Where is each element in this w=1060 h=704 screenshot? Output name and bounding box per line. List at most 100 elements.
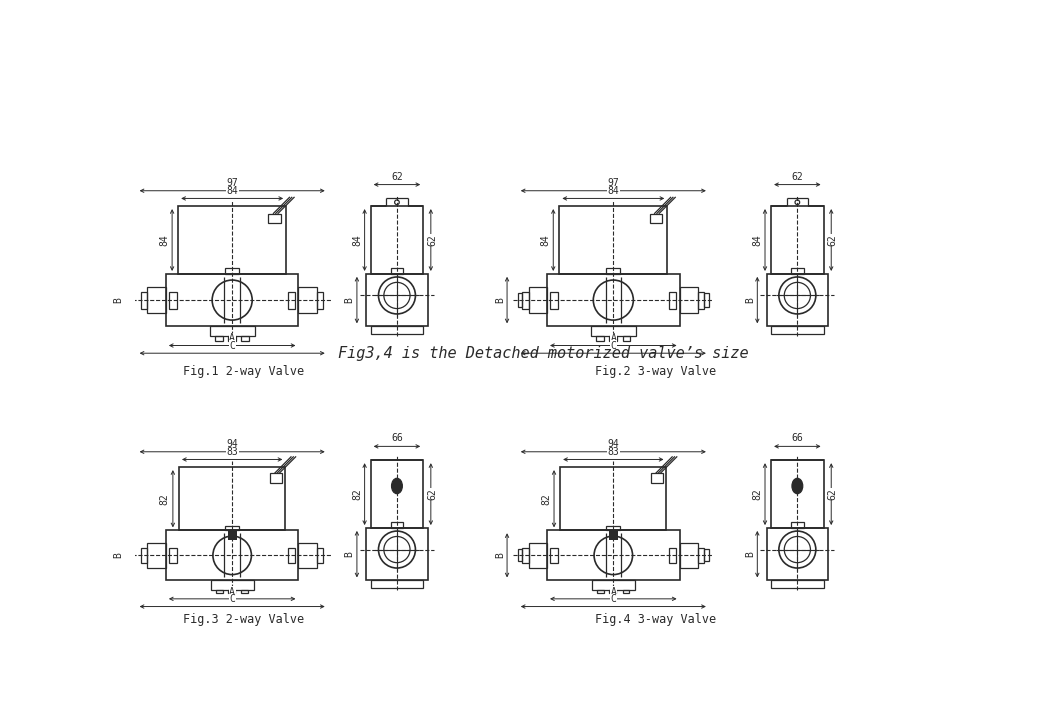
Bar [597, 337, 604, 341]
Bar [270, 473, 282, 482]
Bar [210, 326, 254, 337]
Ellipse shape [792, 478, 802, 494]
Bar [606, 268, 620, 274]
Bar [371, 326, 423, 334]
Text: A: A [229, 333, 235, 344]
Bar [225, 268, 240, 274]
Text: C: C [611, 594, 616, 604]
Text: 82: 82 [541, 493, 551, 505]
Bar [791, 268, 803, 274]
Text: 94: 94 [607, 439, 619, 448]
Text: 83: 83 [226, 447, 238, 457]
Bar [550, 548, 558, 563]
Bar [560, 206, 667, 274]
Bar [169, 548, 177, 563]
Text: A: A [229, 586, 235, 596]
Text: 82: 82 [352, 489, 363, 500]
Text: Fig.2 3-way Valve: Fig.2 3-way Valve [595, 365, 717, 378]
Bar [391, 522, 403, 528]
Text: 62: 62 [427, 234, 437, 246]
Bar [371, 206, 423, 274]
Bar [371, 460, 423, 528]
Bar [772, 206, 824, 274]
Bar [591, 580, 635, 590]
Bar [225, 526, 240, 530]
Text: 62: 62 [792, 172, 803, 182]
Bar [242, 590, 248, 593]
Bar [679, 543, 699, 567]
Text: C: C [229, 594, 235, 604]
Bar [772, 326, 824, 334]
Text: 84: 84 [226, 186, 238, 196]
Bar [597, 590, 604, 593]
Bar [651, 473, 664, 482]
Bar [147, 543, 166, 567]
Bar [147, 287, 166, 313]
Text: Fig3,4 is the Detached motorized valve’s size: Fig3,4 is the Detached motorized valve’s… [338, 346, 748, 360]
Text: Fig.1 2-way Valve: Fig.1 2-way Valve [183, 365, 304, 378]
Bar [141, 548, 147, 563]
Bar [610, 337, 617, 341]
Bar [529, 543, 547, 567]
Bar [679, 287, 699, 313]
Text: A: A [611, 333, 616, 344]
Text: B: B [495, 297, 505, 303]
Text: 94: 94 [226, 439, 238, 448]
Text: B: B [495, 553, 505, 558]
Bar [547, 530, 679, 580]
Bar [242, 337, 249, 341]
Bar [166, 530, 299, 580]
Bar [518, 293, 523, 307]
Text: 66: 66 [391, 433, 403, 444]
Bar [650, 214, 661, 223]
Bar [766, 274, 828, 326]
Text: 66: 66 [792, 433, 803, 444]
Text: B: B [113, 297, 124, 303]
Bar [215, 337, 223, 341]
Bar [669, 291, 676, 308]
Bar [610, 590, 617, 593]
Bar [547, 274, 679, 326]
Text: 97: 97 [607, 177, 619, 188]
Bar [299, 543, 317, 567]
Text: 62: 62 [828, 489, 837, 500]
Text: A: A [611, 586, 616, 596]
Text: 84: 84 [541, 234, 550, 246]
Bar [772, 460, 824, 528]
Text: 82: 82 [160, 493, 170, 505]
Text: 84: 84 [352, 234, 363, 246]
Bar [523, 291, 529, 308]
Bar [317, 548, 323, 563]
Text: B: B [745, 551, 755, 557]
Bar [766, 528, 828, 580]
Bar [608, 530, 618, 539]
Bar [228, 530, 236, 539]
Bar [179, 467, 285, 530]
Bar [317, 291, 323, 308]
Bar [791, 522, 803, 528]
Text: C: C [229, 341, 235, 351]
Ellipse shape [391, 478, 403, 494]
Bar [391, 268, 403, 274]
Bar [299, 287, 317, 313]
Bar [216, 590, 223, 593]
Bar [606, 526, 620, 530]
Bar [287, 291, 296, 308]
Text: 84: 84 [753, 234, 763, 246]
Text: 62: 62 [427, 489, 437, 500]
Text: C: C [611, 341, 616, 351]
Text: 97: 97 [226, 177, 238, 188]
Bar [166, 274, 299, 326]
Bar [704, 293, 709, 307]
Text: B: B [745, 297, 755, 303]
Bar [699, 291, 704, 308]
Bar [591, 326, 636, 337]
Bar [669, 548, 676, 563]
Bar [211, 580, 253, 590]
Text: B: B [344, 551, 355, 557]
Bar [529, 287, 547, 313]
Text: Fig.4 3-way Valve: Fig.4 3-way Valve [595, 612, 717, 626]
Text: 84: 84 [607, 186, 619, 196]
Text: Fig.3 2-way Valve: Fig.3 2-way Valve [183, 612, 304, 626]
Text: 62: 62 [391, 172, 403, 182]
